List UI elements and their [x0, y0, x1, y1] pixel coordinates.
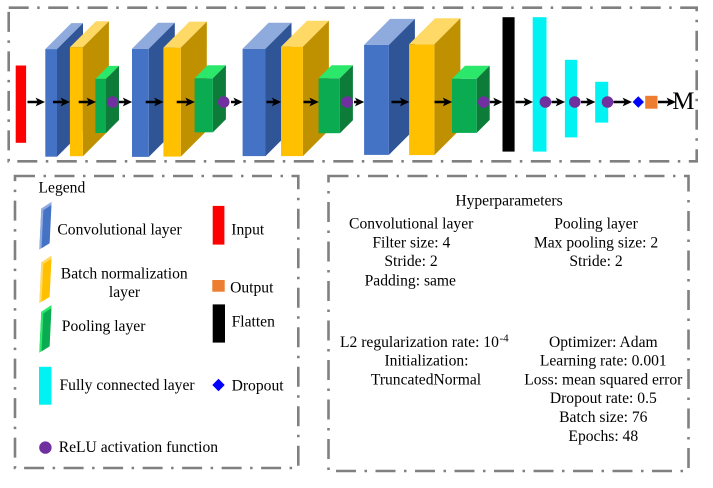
svg-text:Dropout: Dropout	[232, 378, 285, 395]
svg-text:Padding: same: Padding: same	[365, 272, 456, 289]
svg-text:Pooling layer: Pooling layer	[62, 318, 146, 335]
svg-text:TruncatedNormal: TruncatedNormal	[371, 371, 482, 388]
svg-text:Hyperparameters: Hyperparameters	[455, 192, 562, 209]
svg-text:layer: layer	[109, 284, 141, 301]
svg-text:Optimizer: Adam: Optimizer: Adam	[549, 334, 658, 351]
svg-text:M: M	[672, 88, 694, 115]
svg-text:Legend: Legend	[39, 180, 86, 197]
svg-text:Convolutional layer: Convolutional layer	[349, 216, 474, 233]
svg-text:Pooling layer: Pooling layer	[554, 216, 638, 233]
svg-text:Output: Output	[230, 280, 274, 297]
svg-text:Dropout rate: 0.5: Dropout rate: 0.5	[550, 390, 657, 407]
svg-text:Loss: mean squared error: Loss: mean squared error	[524, 371, 683, 388]
svg-text:Stride: 2: Stride: 2	[384, 253, 437, 270]
svg-text:Learning rate: 0.001: Learning rate: 0.001	[540, 353, 667, 370]
svg-text:Batch size: 76: Batch size: 76	[559, 409, 648, 426]
svg-text:Epochs: 48: Epochs: 48	[568, 428, 638, 445]
svg-text:Fully connected layer: Fully connected layer	[60, 377, 196, 394]
svg-text:Batch normalization: Batch normalization	[61, 265, 188, 282]
svg-text:Filter size: 4: Filter size: 4	[372, 234, 450, 251]
svg-text:-4: -4	[500, 333, 510, 345]
svg-text:ReLU activation function: ReLU activation function	[59, 439, 219, 456]
svg-text:L2 regularization rate: 10: L2 regularization rate: 10	[340, 334, 499, 351]
svg-text:Max pooling size: 2: Max pooling size: 2	[534, 234, 658, 251]
svg-text:Initialization:: Initialization:	[384, 353, 468, 370]
svg-text:Convolutional layer: Convolutional layer	[57, 222, 182, 239]
svg-text:Stride: 2: Stride: 2	[569, 253, 622, 270]
svg-text:Input: Input	[231, 222, 265, 239]
svg-text:Flatten: Flatten	[232, 313, 276, 330]
